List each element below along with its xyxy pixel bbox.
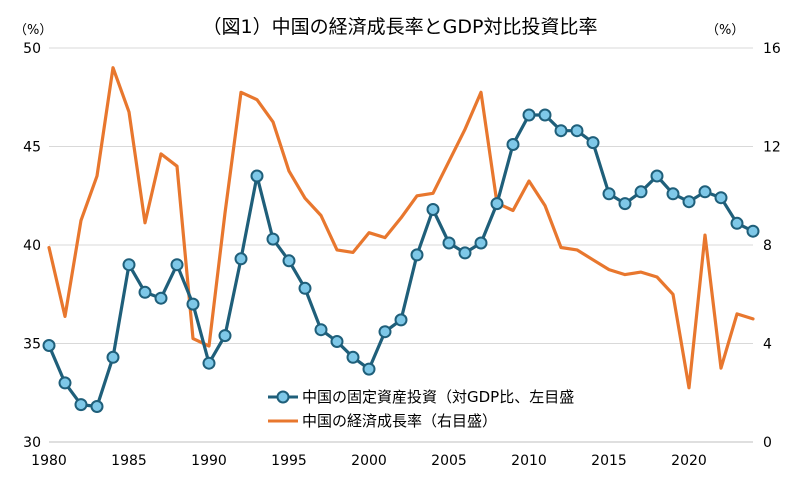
legend: 中国の固定資産投資（対GDP比、左目盛 中国の経済成長率（右目盛） [262,378,654,436]
investment-data-point [346,350,360,364]
x-axis-tick-label: 2015 [591,453,627,469]
investment-data-point [122,258,136,272]
investment-data-point [666,187,680,201]
x-axis-tick-label: 1990 [191,453,227,469]
left-axis-tick-label: 35 [23,337,41,353]
x-axis-tick-label: 1985 [111,453,147,469]
investment-data-point [746,224,760,238]
series-line-growth [47,66,755,390]
investment-data-point [138,285,152,299]
investment-data-point [314,323,328,337]
investment-data-point [154,291,168,305]
investment-data-point [106,350,120,364]
investment-data-point [362,362,376,376]
left-axis-tick-label: 50 [23,41,41,57]
investment-data-point [570,124,584,138]
investment-data-point [682,195,696,209]
right-axis-unit-label: （%） [706,23,744,38]
right-axis-tick-label: 0 [763,435,772,451]
x-axis-tick-label: 2020 [671,453,707,469]
investment-data-point [442,236,456,250]
legend-background [262,378,654,436]
investment-data-point [186,297,200,311]
x-axis-tick-label: 1995 [271,453,307,469]
investment-data-point [90,400,104,413]
investment-data-point [74,398,88,412]
investment-data-point [282,254,296,268]
investment-data-point [698,185,712,199]
investment-data-point [202,356,216,370]
right-axis-tick-label: 8 [763,238,772,254]
left-axis-unit-label: （%） [14,23,52,38]
investment-data-point [538,108,552,122]
right-axis-tick-label: 4 [763,337,772,353]
investment-data-point [634,185,648,199]
investment-data-point [522,108,536,122]
investment-data-point [218,329,232,343]
legend-label-investment: 中国の固定資産投資（対GDP比、左目盛 [302,388,574,406]
investment-data-point [474,236,488,250]
investment-data-point [250,169,264,183]
investment-data-point [426,203,440,216]
investment-data-point [394,313,408,327]
investment-data-point [410,248,424,262]
investment-data-point [730,216,744,230]
left-axis-tick-label: 45 [23,140,41,156]
grid-layer [49,47,753,344]
x-axis-tick-label: 2010 [511,453,547,469]
investment-data-point [618,197,632,211]
investment-data-point [554,124,568,138]
investment-data-point [298,281,312,295]
legend-marker-investment [276,390,290,404]
investment-data-point [330,335,344,348]
x-axis-tick-label: 2005 [431,453,467,469]
investment-data-point [42,339,56,352]
right-axis-tick-label: 16 [763,41,781,57]
x-axis-tick-label: 2000 [351,453,387,469]
investment-data-point [506,138,520,151]
legend-label-growth: 中国の経済成長率（右目盛） [302,412,497,430]
investment-data-point [378,325,392,339]
x-axis-tick-label: 1980 [31,453,67,469]
series-layer [42,66,760,413]
investment-data-point [490,197,504,211]
investment-data-point [266,232,280,246]
axis-layer: 30 35 40 45 50 0 4 8 12 16 1980 1985 1990 1995 2000 200… [23,41,781,469]
investment-data-point [58,376,72,390]
investment-data-point [234,252,248,266]
investment-data-point [714,191,728,205]
investment-data-point [586,136,600,150]
investment-data-point [458,246,472,260]
left-axis-tick-label: 40 [23,238,41,254]
chart-title: （図1）中国の経済成長率とGDP対比投資比率 [203,16,598,38]
investment-data-point [170,258,184,272]
investment-data-point [602,187,616,201]
left-axis-tick-label: 30 [23,435,41,451]
right-axis-tick-label: 12 [763,140,781,156]
investment-data-point [650,169,664,183]
